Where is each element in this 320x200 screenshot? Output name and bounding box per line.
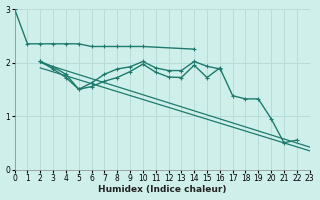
X-axis label: Humidex (Indice chaleur): Humidex (Indice chaleur): [98, 185, 226, 194]
